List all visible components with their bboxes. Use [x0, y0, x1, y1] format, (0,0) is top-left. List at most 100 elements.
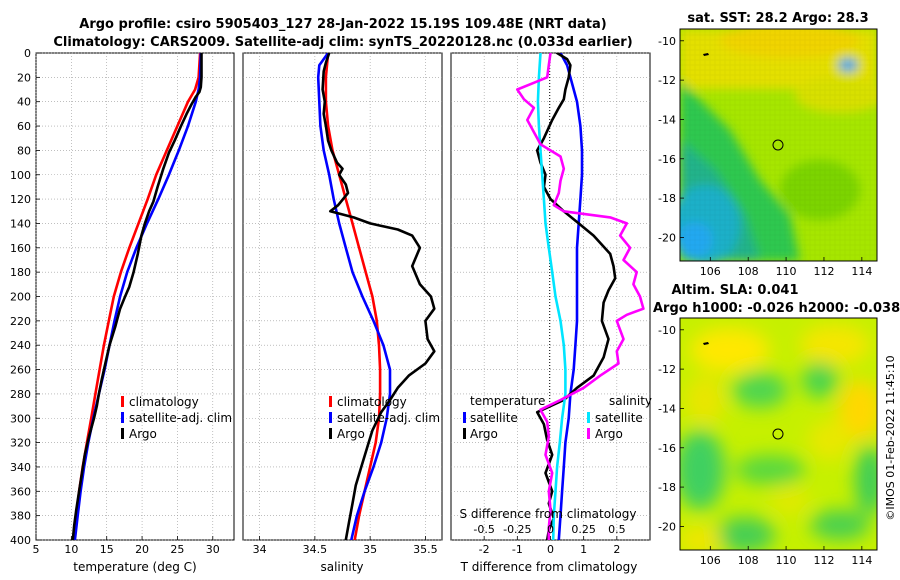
legend-label-satellite-adj: satellite-adj. clim: [337, 411, 440, 425]
y-tick-label: 240: [10, 339, 31, 352]
y-tick-label: 0: [24, 47, 31, 60]
s-difference-tick-label: -0.25: [503, 523, 531, 536]
salinity-legend: climatology satellite-adj. clim Argo: [329, 395, 440, 441]
lat-tick-label: -14: [658, 113, 676, 126]
y-tick-label: 80: [17, 144, 31, 157]
lat-tick-label: -18: [658, 192, 676, 205]
s-difference-tick-label: -0.5: [473, 523, 494, 536]
y-tick-label: 40: [17, 96, 31, 109]
difference-legend: temperature salinity satellite Argo sate…: [463, 394, 652, 441]
y-tick-label: 260: [10, 364, 31, 377]
sla-map-title-line1: Altim. SLA: 0.041: [672, 283, 799, 298]
difference-grid: [451, 52, 650, 541]
lon-tick-label: 106: [700, 265, 721, 278]
x-tick-label: 0: [547, 543, 554, 556]
temperature-legend: climatology satellite-adj. clim Argo: [121, 395, 232, 441]
y-tick-label: 20: [17, 71, 31, 84]
legend-label-s-satellite: satellite: [595, 411, 643, 425]
sla-map-title-line2: Argo h1000: -0.026 h2000: -0.038: [653, 301, 900, 316]
y-tick-label: 60: [17, 120, 31, 133]
series-line-argo: [321, 53, 436, 540]
legend-label-climatology: climatology: [337, 395, 407, 409]
x-tick-label: 2: [613, 543, 620, 556]
lat-tick-label: -16: [658, 442, 676, 455]
legend-label-t-satellite: satellite: [470, 411, 518, 425]
legend-label-climatology: climatology: [129, 395, 199, 409]
lat-tick-label: -20: [658, 520, 676, 533]
series-line-argo: [71, 53, 203, 540]
x-tick-label: 30: [206, 543, 220, 556]
sst-lon-ticks: 106 108 110 112 114: [700, 257, 872, 278]
lat-tick-label: -10: [658, 35, 676, 48]
legend-swatch-satellite-adj: [329, 412, 332, 423]
y-tick-label: 280: [10, 388, 31, 401]
legend-swatch-argo: [121, 428, 124, 439]
series-line-temperature-satellite: [557, 53, 584, 540]
series-line-salinity-argo: [515, 53, 645, 540]
s-difference-axis-label: S difference from climatology: [460, 507, 637, 521]
salinity-grid: [243, 52, 442, 541]
series-line-satellite-adj-clim: [73, 53, 203, 540]
salinity-x-label: salinity: [320, 560, 363, 574]
legend-swatch-t-satellite: [463, 412, 466, 423]
t-difference-x-label: T difference from climatology: [460, 560, 638, 574]
salinity-panel: 34 34.5 35 35.5 salinity climatology satell…: [242, 52, 443, 574]
sst-map: sat. SST: 28.2 Argo: 28.3 106 108 110 112 11…: [658, 11, 878, 278]
lat-tick-label: -20: [658, 231, 676, 244]
legend-swatch-argo: [329, 428, 332, 439]
imos-watermark: ©IMOS 01-Feb-2022 11:45:10: [884, 355, 897, 520]
legend-swatch-s-satellite: [587, 412, 590, 423]
y-tick-label: 200: [10, 291, 31, 304]
legend-title-temperature: temperature: [470, 394, 545, 408]
lat-tick-label: -14: [658, 402, 676, 415]
figure-title-line1: Argo profile: csiro 5905403_127 28-Jan-2…: [79, 17, 606, 32]
s-difference-tick-label: 0.25: [571, 523, 596, 536]
legend-label-t-argo: Argo: [470, 427, 498, 441]
legend-title-salinity: salinity: [609, 394, 652, 408]
sla-lon-ticks: 106 108 110 112 114: [700, 546, 872, 567]
lon-tick-label: 114: [851, 554, 872, 567]
s-difference-tick-label: 0.5: [608, 523, 626, 536]
y-tick-label: 100: [10, 169, 31, 182]
sst-coast-speck: [703, 53, 709, 56]
lat-tick-label: -12: [658, 74, 676, 87]
temperature-panel: 5 10 15 20 25 30 0 20 40 60 80 100 120 140 160 180 200 2…: [10, 47, 235, 574]
legend-swatch-satellite-adj: [121, 412, 124, 423]
x-tick-label: 20: [135, 543, 149, 556]
x-tick-label: -2: [479, 543, 490, 556]
y-tick-label: 320: [10, 437, 31, 450]
y-tick-label: 120: [10, 193, 31, 206]
series-line-climatology: [324, 53, 382, 540]
s-difference-tick-label: 0: [547, 523, 554, 536]
sla-coast-speck: [703, 342, 709, 345]
legend-swatch-s-argo: [587, 428, 590, 439]
temperature-x-label: temperature (deg C): [73, 560, 196, 574]
x-tick-label: 35: [363, 543, 377, 556]
s-difference-ticks: -0.5 -0.25 0 0.25 0.5: [473, 523, 625, 536]
lat-tick-label: -10: [658, 324, 676, 337]
lon-tick-label: 110: [776, 554, 797, 567]
sst-map-title: sat. SST: 28.2 Argo: 28.3: [687, 11, 868, 26]
legend-swatch-climatology: [121, 396, 124, 407]
x-tick-label: 15: [100, 543, 114, 556]
legend-label-s-argo: Argo: [595, 427, 623, 441]
t-difference-x-ticks: -2 -1 0 1 2: [479, 536, 620, 556]
y-tick-label: 180: [10, 266, 31, 279]
salinity-series: [316, 53, 436, 540]
sla-lat-ticks: -10 -12 -14 -16 -18 -20: [658, 324, 684, 533]
sst-argo-position-marker: [772, 139, 784, 151]
y-tick-label: 300: [10, 412, 31, 425]
x-tick-label: 1: [580, 543, 587, 556]
lat-tick-label: -12: [658, 363, 676, 376]
lon-tick-label: 112: [813, 554, 834, 567]
difference-panel: -2 -1 0 1 2 -0.5 -0.25 0 0.25 0.5 S difference f…: [450, 52, 652, 574]
x-tick-label: 34: [253, 543, 267, 556]
series-line-temperature-argo: [535, 53, 617, 540]
y-tick-label: 140: [10, 217, 31, 230]
x-tick-label: 35.5: [413, 543, 438, 556]
legend-swatch-climatology: [329, 396, 332, 407]
lon-tick-label: 110: [776, 265, 797, 278]
x-tick-label: 25: [170, 543, 184, 556]
salinity-x-ticks: 34 34.5 35 35.5: [253, 536, 438, 556]
legend-label-argo: Argo: [337, 427, 365, 441]
